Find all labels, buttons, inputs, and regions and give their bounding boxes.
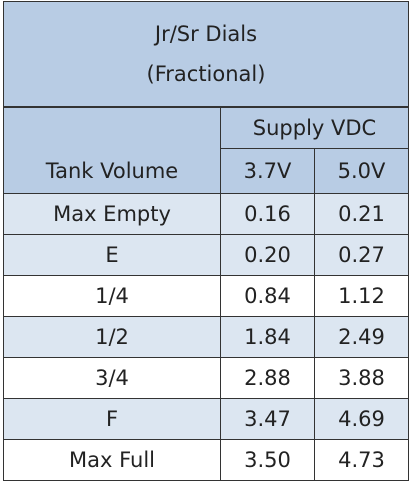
table-cell: 3.50 [220, 439, 315, 481]
table-row: E 0.20 0.27 [3, 234, 409, 276]
table-cell: 0.20 [220, 234, 315, 276]
table-cell: 4.73 [314, 439, 409, 481]
table-cell: 1/2 [3, 316, 221, 358]
table-row: Max Full 3.50 4.73 [3, 439, 409, 481]
table-cell: 0.27 [314, 234, 409, 276]
table-cell: 0.21 [314, 193, 409, 235]
title: Jr/Sr Dials [154, 22, 258, 46]
table-cell: 0.16 [220, 193, 315, 235]
column-header-row: Tank Volume 3.7V 5.0V [3, 148, 409, 194]
subtitle: (Fractional) [146, 62, 266, 86]
table-row: 1/2 1.84 2.49 [3, 316, 409, 358]
table-cell: 1.12 [314, 275, 409, 317]
table-cell: 3/4 [3, 357, 221, 399]
table-cell: Max Empty [3, 193, 221, 235]
dial-table: Jr/Sr Dials (Fractional) Supply VDC Tank… [3, 1, 409, 481]
column-header: 3.7V [220, 148, 315, 194]
table-cell: 1/4 [3, 275, 221, 317]
table-cell: 3.47 [220, 398, 315, 440]
column-header: Tank Volume [3, 148, 221, 194]
table-cell: 2.88 [220, 357, 315, 399]
table-row: 1/4 0.84 1.12 [3, 275, 409, 317]
table-row: Max Empty 0.16 0.21 [3, 193, 409, 235]
table-cell: 1.84 [220, 316, 315, 358]
title-cell: Jr/Sr Dials (Fractional) [3, 1, 409, 108]
column-header: 5.0V [314, 148, 409, 194]
table-cell: Max Full [3, 439, 221, 481]
table-cell: 3.88 [314, 357, 409, 399]
group-header: Supply VDC [220, 106, 409, 149]
table-cell: 2.49 [314, 316, 409, 358]
table-row: 3/4 2.88 3.88 [3, 357, 409, 399]
table-cell: F [3, 398, 221, 440]
table-cell: 0.84 [220, 275, 315, 317]
table-cell: E [3, 234, 221, 276]
table-row: F 3.47 4.69 [3, 398, 409, 440]
blank-cell [3, 106, 221, 149]
table-cell: 4.69 [314, 398, 409, 440]
